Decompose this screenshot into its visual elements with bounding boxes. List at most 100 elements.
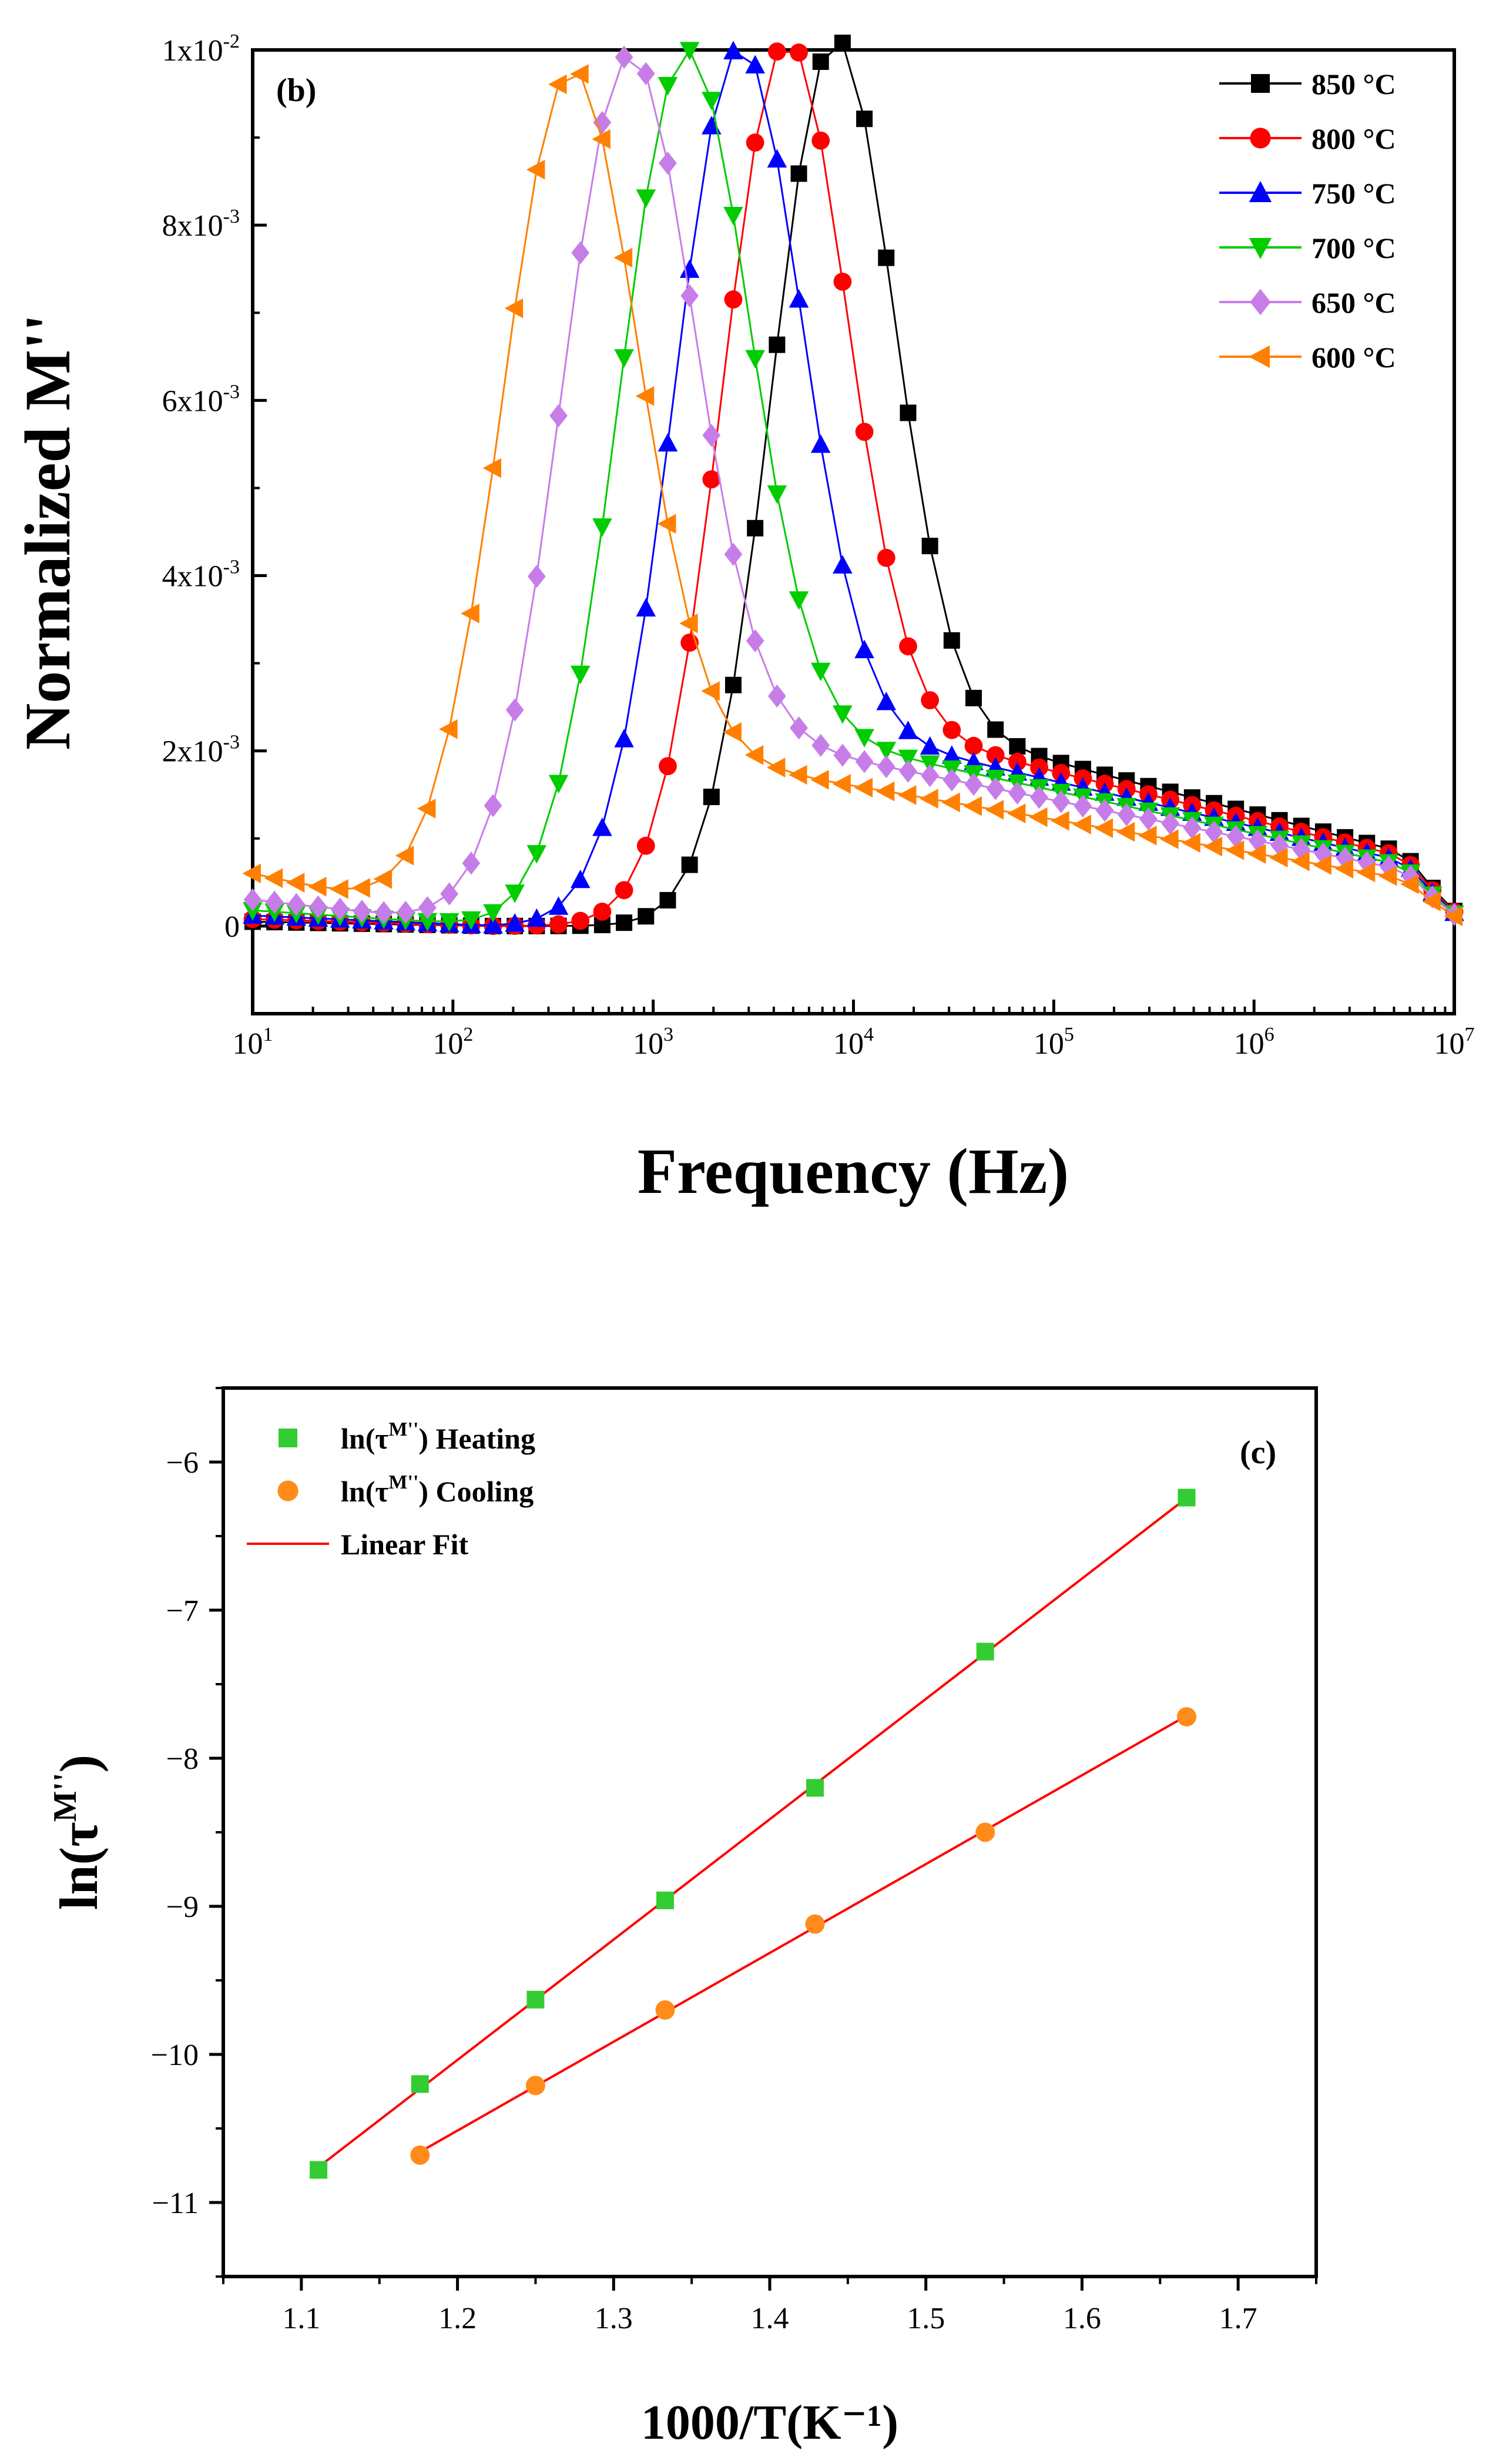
data-point: [767, 42, 786, 61]
tick-base: 8x10: [162, 209, 223, 243]
y-tick-label: 1x10-2: [162, 31, 240, 68]
data-point: [789, 591, 809, 610]
data-point: [965, 689, 982, 706]
axes-ticks-c: 1.1 1.2 1.3 1.4 1.5 1.6 1.7 −11 −10 −9 −8 −7 −6: [151, 1387, 1317, 2335]
data-point: [942, 720, 961, 739]
data-point: [920, 789, 938, 809]
data-point: [308, 876, 327, 897]
data-point: [723, 722, 742, 742]
y-axis-title-b: Normalized M'': [12, 314, 83, 750]
data-point: [1356, 862, 1376, 883]
legend-text: ) Cooling: [418, 1475, 534, 1508]
data-point: [1051, 810, 1069, 831]
series-line: [252, 49, 1455, 926]
data-point: [897, 785, 917, 805]
legend-label: 700 °C: [1311, 232, 1396, 264]
fit-line-Cooling: [419, 1714, 1188, 2153]
ylabel-sup: M'': [47, 1772, 83, 1822]
data-point: [1182, 833, 1200, 853]
legend-text: ln(τ: [341, 1475, 388, 1508]
legend-sup: M'': [388, 1419, 418, 1440]
panel-label-b: (b): [276, 72, 316, 109]
data-point: [767, 684, 786, 708]
legend-text: ln(τ: [341, 1422, 388, 1455]
data-point: [920, 736, 940, 755]
fit-lines-c: [317, 1497, 1188, 2168]
data-point: [571, 911, 590, 930]
data-point: [899, 637, 917, 656]
data-point: [921, 764, 940, 787]
data-point: [1291, 851, 1310, 871]
data-point: [592, 518, 612, 537]
data-point: [921, 691, 940, 710]
data-point: [395, 846, 414, 866]
data-point: [242, 863, 261, 884]
tick-exp: 1: [263, 1024, 273, 1045]
tick-exp: 6: [1264, 1024, 1274, 1045]
data-point: [812, 53, 829, 70]
tick-base: 1x10: [162, 34, 223, 68]
data-point: [592, 129, 611, 149]
data-point: [985, 800, 1004, 820]
data-point: [417, 799, 436, 819]
data-point: [964, 736, 983, 755]
y-axis-title-c: ln(τM''): [47, 1755, 109, 1910]
x-tick-label: 105: [1034, 1024, 1074, 1061]
data-point: [1176, 1707, 1196, 1727]
data-point: [1270, 833, 1289, 857]
data-point: [548, 74, 567, 95]
data-point: [1269, 847, 1288, 868]
legend-text: ) Heating: [418, 1422, 535, 1455]
tick-exp: -3: [223, 557, 240, 578]
data-point: [964, 773, 983, 796]
data-point: [373, 869, 393, 889]
data-point: [1247, 844, 1266, 864]
tick-base: 10: [633, 1027, 663, 1061]
data-point: [702, 92, 722, 110]
data-point: [374, 901, 393, 924]
tick-base: 10: [233, 1027, 263, 1061]
x-tick-label: 101: [233, 1024, 273, 1061]
data-point: [723, 207, 743, 226]
legend-label: Linear Fit: [341, 1528, 468, 1561]
data-point: [549, 404, 568, 427]
data-point: [1444, 906, 1463, 927]
data-point: [636, 62, 655, 85]
data-point: [1161, 812, 1180, 835]
data-point: [527, 565, 546, 588]
data-point: [614, 349, 634, 368]
data-point: [745, 350, 765, 369]
legend-item: 850 °C: [1219, 68, 1396, 100]
data-point: [746, 133, 764, 152]
legend-item: 750 °C: [1219, 177, 1396, 210]
legend-sup: M'': [388, 1471, 418, 1493]
data-point: [789, 765, 807, 785]
data-point: [701, 681, 720, 701]
legend-marker: [1249, 238, 1272, 259]
data-point: [636, 598, 656, 617]
data-point: [330, 879, 348, 899]
data-point: [767, 149, 787, 168]
data-point: [769, 336, 786, 353]
data-point: [806, 1779, 824, 1797]
y-tick-label: 0: [224, 910, 240, 944]
data-point: [854, 777, 873, 798]
data-point: [745, 55, 765, 73]
x-tick-label: 1.5: [907, 2302, 945, 2335]
tick-base: 10: [1434, 1027, 1465, 1061]
data-point: [411, 2075, 429, 2093]
data-point: [656, 1891, 674, 1909]
y-tick-label: −8: [166, 1742, 199, 1776]
data-point: [744, 745, 764, 765]
legend-item: 800 °C: [1219, 122, 1396, 155]
data-point: [987, 721, 1004, 738]
data-point: [461, 604, 479, 623]
tick-exp: -3: [223, 732, 240, 753]
data-point: [635, 386, 655, 406]
data-point: [265, 890, 284, 914]
data-point: [790, 43, 808, 62]
data-point: [855, 423, 874, 441]
x-tick-label: 1.7: [1219, 2302, 1257, 2335]
chart-panel-b: 101 102 103 104 105 106 10702x10-34x10-36x10-3…: [12, 31, 1475, 1207]
